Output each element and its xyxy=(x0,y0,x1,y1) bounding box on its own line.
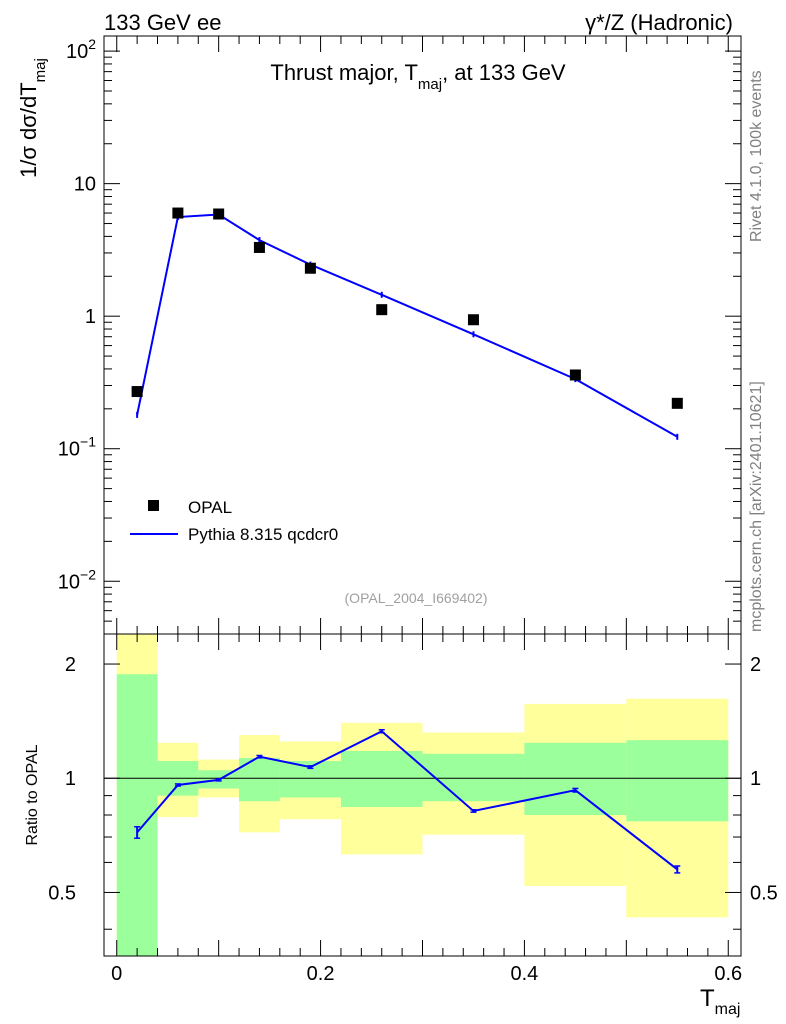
ratio-plot-panel: 2 2 1 1 0.5 0.5 0 0.2 0.4 0.6 Ratio to OPAL Tmaj xyxy=(24,633,778,1018)
main-y-tick-label: 102 xyxy=(66,36,96,63)
main-plot-frame xyxy=(103,35,742,635)
opal-point xyxy=(172,207,184,219)
main-y-axis-label: 1/σ dσ/dTmaj xyxy=(16,58,49,178)
title-tail: , at 133 GeV xyxy=(442,60,566,85)
ratio-y-tick-label-right: 1 xyxy=(750,768,761,790)
header-left: 133 GeV ee xyxy=(104,10,221,35)
ratio-plot-ticks: 2 2 1 1 0.5 0.5 0 0.2 0.4 0.6 xyxy=(48,634,778,985)
ratio-plot-content xyxy=(104,634,741,956)
ratio-y-tick-label-left: 2 xyxy=(65,654,76,676)
xlabel-main: T xyxy=(700,985,715,1012)
opal-point xyxy=(253,241,265,253)
ratio-y-tick-label-left: 0.5 xyxy=(48,882,76,904)
opal-point xyxy=(213,208,225,220)
main-plot-content xyxy=(131,207,683,440)
x-tick-label: 0 xyxy=(111,963,122,985)
rivet-info: Rivet 4.1.0, 100k events xyxy=(748,70,765,242)
title-subscript: maj xyxy=(418,76,442,93)
legend-label-opal: OPAL xyxy=(188,498,232,517)
x-tick-label: 0.6 xyxy=(714,963,742,985)
title-main: Thrust major, T xyxy=(270,60,418,85)
main-y-tick-label: 10−2 xyxy=(58,566,96,593)
main-y-tick-label: 10−1 xyxy=(58,434,96,461)
x-axis-label: Tmaj xyxy=(700,985,740,1018)
ratio-y-tick-label-right: 0.5 xyxy=(750,882,778,904)
main-y-tick-label: 1 xyxy=(85,306,96,328)
main-plot-title: Thrust major, Tmaj, at 133 GeV xyxy=(270,60,566,93)
ylabel-main: 1/σ dσ/dT xyxy=(16,82,41,178)
xlabel-subscript: maj xyxy=(715,1001,741,1018)
legend: OPAL Pythia 8.315 qcdcr0 xyxy=(130,498,338,544)
ylabel-subscript: maj xyxy=(32,58,49,82)
legend-label-pythia: Pythia 8.315 qcdcr0 xyxy=(188,525,338,544)
opal-point xyxy=(131,386,143,398)
opal-point xyxy=(376,304,388,316)
x-tick-label: 0.4 xyxy=(511,963,539,985)
analysis-watermark: (OPAL_2004_I669402) xyxy=(345,590,488,606)
x-tick-label: 0.2 xyxy=(307,963,335,985)
stat-uncertainty-band xyxy=(340,750,423,807)
ratio-y-tick-label-right: 2 xyxy=(750,654,761,676)
source-info: mcplots.cern.ch [arXiv:2401.10621] xyxy=(748,381,765,632)
stat-uncertainty-band xyxy=(422,753,525,802)
ratio-y-axis-label: Ratio to OPAL xyxy=(24,744,41,845)
main-plot-ticks: 102 10 1 10−1 10−2 xyxy=(58,36,741,635)
stat-uncertainty-band xyxy=(524,742,627,816)
opal-point xyxy=(467,314,479,326)
opal-point xyxy=(304,262,316,274)
ratio-y-tick-label-left: 1 xyxy=(65,768,76,790)
opal-point xyxy=(569,369,581,381)
ratio-plot-frame xyxy=(103,633,742,957)
header-right: γ*/Z (Hadronic) xyxy=(585,10,733,35)
legend-marker-opal xyxy=(148,500,159,511)
stat-uncertainty-band xyxy=(626,740,729,822)
opal-point xyxy=(671,397,683,409)
pythia-line xyxy=(136,213,678,438)
main-y-tick-label: 10 xyxy=(74,174,96,196)
